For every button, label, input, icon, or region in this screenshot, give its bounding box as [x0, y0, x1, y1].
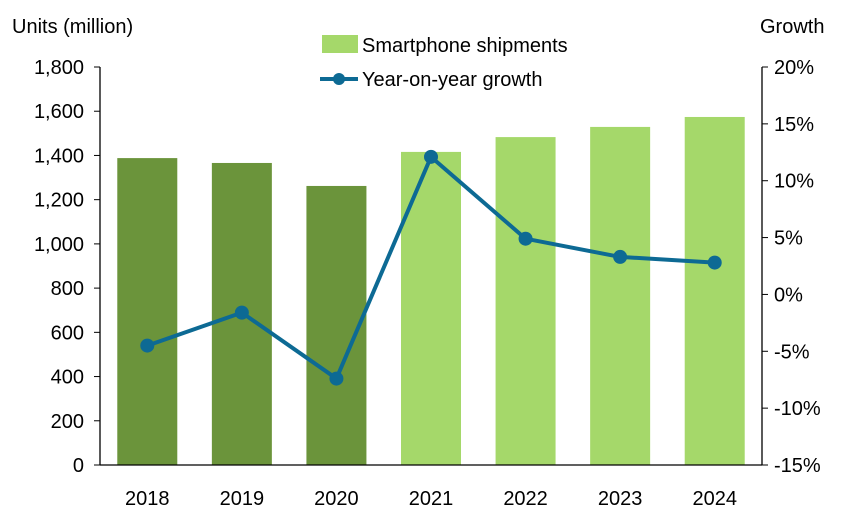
y-axis-title-right: Growth — [760, 16, 824, 38]
growth-point-2019 — [234, 305, 249, 320]
y-tick-label-right: 20% — [774, 57, 814, 79]
y-tick-label-left: 1,600 — [34, 101, 84, 123]
growth-point-2021 — [424, 149, 438, 164]
y-tick-label-left: 200 — [51, 411, 84, 433]
legend-marker-line — [333, 73, 345, 85]
growth-point-2024 — [707, 255, 722, 270]
y-tick-label-left: 800 — [51, 278, 84, 300]
bar-2023 — [590, 126, 651, 465]
y-tick-label-right: -10% — [774, 398, 821, 420]
growth-point-2018 — [140, 338, 155, 353]
bar-2021 — [401, 151, 461, 465]
y-tick-label-right: 10% — [774, 171, 814, 193]
y-tick-label-right: 15% — [774, 114, 814, 136]
legend-swatch-bars — [322, 35, 358, 53]
y-axis-title-left: Units (million) — [12, 16, 133, 38]
y-tick-label-left: 1,800 — [34, 57, 84, 79]
y-tick-label-right: -15% — [774, 455, 821, 477]
y-tick-label-right: -5% — [774, 341, 810, 363]
legend-label-line: Year-on-year growth — [362, 69, 542, 91]
growth-point-2022 — [518, 231, 533, 246]
legend-label-bars: Smartphone shipments — [362, 35, 568, 57]
growth-point-2020 — [329, 371, 344, 386]
x-tick-label: 2023 — [598, 488, 643, 510]
growth-point-2023 — [613, 249, 628, 264]
y-tick-label-left: 400 — [51, 367, 84, 389]
x-tick-label: 2019 — [220, 488, 265, 510]
bar-2018 — [117, 158, 178, 465]
x-tick-label: 2018 — [125, 488, 170, 510]
y-tick-label-right: 0% — [774, 284, 803, 306]
y-tick-label-left: 1,400 — [34, 145, 84, 167]
x-tick-label: 2022 — [503, 488, 548, 510]
bar-2022 — [495, 137, 556, 465]
x-tick-label: 2024 — [692, 488, 737, 510]
y-tick-label-left: 0 — [73, 455, 84, 477]
legend: Smartphone shipments Year-on-year growth — [320, 35, 568, 91]
y-tick-label-left: 1,000 — [34, 234, 84, 256]
x-tick-label: 2021 — [409, 488, 454, 510]
bar-2024 — [684, 116, 745, 466]
bar-2020 — [306, 185, 367, 466]
y-tick-label-right: 5% — [774, 228, 803, 250]
x-tick-label: 2020 — [314, 488, 359, 510]
y-tick-label-left: 1,200 — [34, 190, 84, 212]
y-tick-label-left: 600 — [51, 322, 84, 344]
